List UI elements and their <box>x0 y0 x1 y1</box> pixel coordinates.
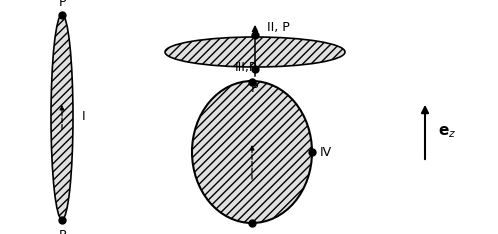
Text: IV: IV <box>320 146 332 158</box>
Ellipse shape <box>51 15 73 219</box>
Text: P: P <box>58 229 66 234</box>
Text: P: P <box>58 0 66 9</box>
Ellipse shape <box>165 37 345 67</box>
Text: II, P: II, P <box>267 21 290 34</box>
Text: III,P: III,P <box>235 61 257 74</box>
Text: I: I <box>82 110 86 124</box>
Ellipse shape <box>192 81 312 223</box>
Text: $\mathbf{e}_{z}$: $\mathbf{e}_{z}$ <box>438 124 456 140</box>
Text: P: P <box>251 82 259 95</box>
